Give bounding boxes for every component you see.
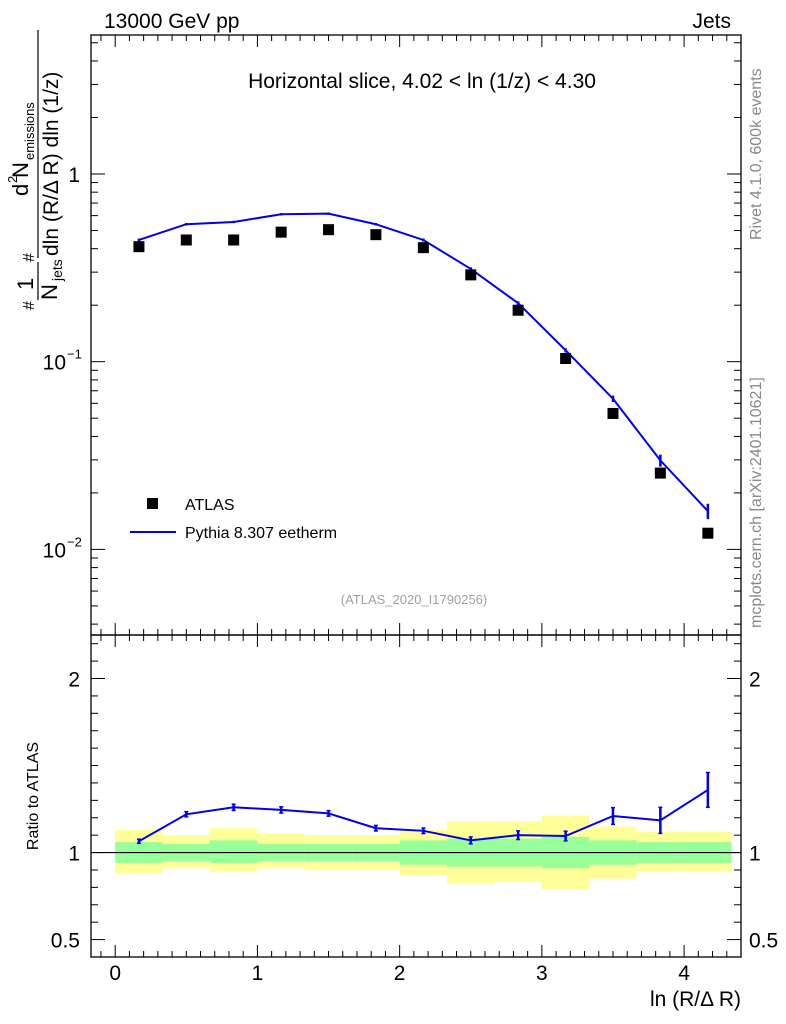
rivet-version-label: Rivet 4.1.0, 600k events <box>748 68 765 240</box>
main-series-group <box>133 212 714 539</box>
x-tick-label: 1 <box>252 962 264 985</box>
atlas-data-point <box>370 229 382 241</box>
ratio-y-tick-label-left: 1 <box>68 843 80 866</box>
x-tick-label: 4 <box>678 962 690 985</box>
atlas-data-point <box>607 407 619 419</box>
ratio-plot-frame <box>90 634 742 958</box>
atlas-data-point <box>228 234 240 246</box>
atlas-data-point <box>702 527 714 539</box>
ylabel-njets-sub: jets <box>49 259 65 282</box>
mc-prediction-line <box>138 212 709 512</box>
analysis-watermark: (ATLAS_2020_I1790256) <box>341 592 487 607</box>
ratio-y-tick-label-right: 0.5 <box>749 930 778 953</box>
atlas-data-point <box>560 352 572 364</box>
ylabel-hash-right: # <box>21 253 38 262</box>
x-tick-label: 2 <box>394 962 406 985</box>
legend-atlas-marker <box>147 498 158 509</box>
main-y-axis-title: 1 N jets # # d 2 N emissions dln (R/Δ R)… <box>5 30 65 310</box>
ratio-y-axis-title: Ratio to ATLAS <box>25 742 42 850</box>
atlas-data-point <box>323 224 335 236</box>
ylabel-emissions-sub: emissions <box>22 102 37 160</box>
atlas-data-point <box>512 304 524 316</box>
ylabel-njets: N <box>37 284 62 300</box>
main-y-tick-exponent: −2 <box>67 534 82 549</box>
atlas-data-point <box>417 242 429 254</box>
legend-pythia-label: Pythia 8.307 eetherm <box>185 525 337 542</box>
ratio-y-tick-label-left: 2 <box>68 669 80 692</box>
x-tick-label: 0 <box>109 962 121 985</box>
atlas-data-point <box>180 234 192 246</box>
ratio-y-tick-label-left: 0.5 <box>51 930 80 953</box>
x-axis-title: ln (R/Δ R) <box>650 988 741 1011</box>
ratio-plot-panel: 0.5 0.5 1 1 2 2 0 1 2 3 4 Ratio to ATLAS ln (R/Δ … <box>25 634 778 1011</box>
ratio-y-tick-label-right: 1 <box>749 843 761 866</box>
legend: ATLAS Pythia 8.307 eetherm <box>130 497 337 542</box>
main-y-tick-label: 10 <box>43 539 66 562</box>
legend-atlas-label: ATLAS <box>185 497 235 514</box>
main-y-tick-exponent: −1 <box>67 347 82 362</box>
main-y-tick-label: 1 <box>68 164 80 187</box>
main-y-tick-label: 10 <box>43 352 66 375</box>
ratio-axis-ticks <box>91 635 742 957</box>
ylabel-hash-left: # <box>21 301 38 310</box>
atlas-data-point <box>133 241 145 253</box>
atlas-data-point <box>654 467 666 479</box>
ratio-y-tick-labels: 0.5 0.5 1 1 2 2 <box>51 669 778 953</box>
header-energy-label: 13000 GeV pp <box>104 10 239 33</box>
atlas-data-point <box>465 269 477 281</box>
ylabel-d2: d <box>8 184 33 196</box>
ylabel-d2-sup: 2 <box>5 176 20 183</box>
ratio-series-group <box>136 771 710 845</box>
x-tick-labels: 0 1 2 3 4 <box>109 962 690 985</box>
main-plot-title: Horizontal slice, 4.02 < ln (1/z) < 4.30 <box>248 70 596 93</box>
ylabel-one: 1 <box>13 278 38 290</box>
main-plot-frame <box>90 34 742 636</box>
ylabel-N-emissions: N <box>8 162 33 178</box>
mcplots-label: mcplots.cern.ch [arXiv:2401.10621] <box>748 377 765 628</box>
atlas-data-point <box>275 226 287 238</box>
ylabel-denominator: dln (R/Δ R) dln (1/z) <box>40 72 63 256</box>
ratio-inner-band <box>210 840 258 864</box>
ratio-y-tick-label-right: 2 <box>749 669 761 692</box>
main-y-tick-labels: 110−110−2 <box>43 164 82 562</box>
x-tick-label: 3 <box>536 962 548 985</box>
main-plot-panel: 110−110−2 Horizontal slice, 4.02 < ln (1… <box>5 30 742 636</box>
header-jets-label: Jets <box>692 10 731 33</box>
main-axis-ticks <box>91 35 742 635</box>
